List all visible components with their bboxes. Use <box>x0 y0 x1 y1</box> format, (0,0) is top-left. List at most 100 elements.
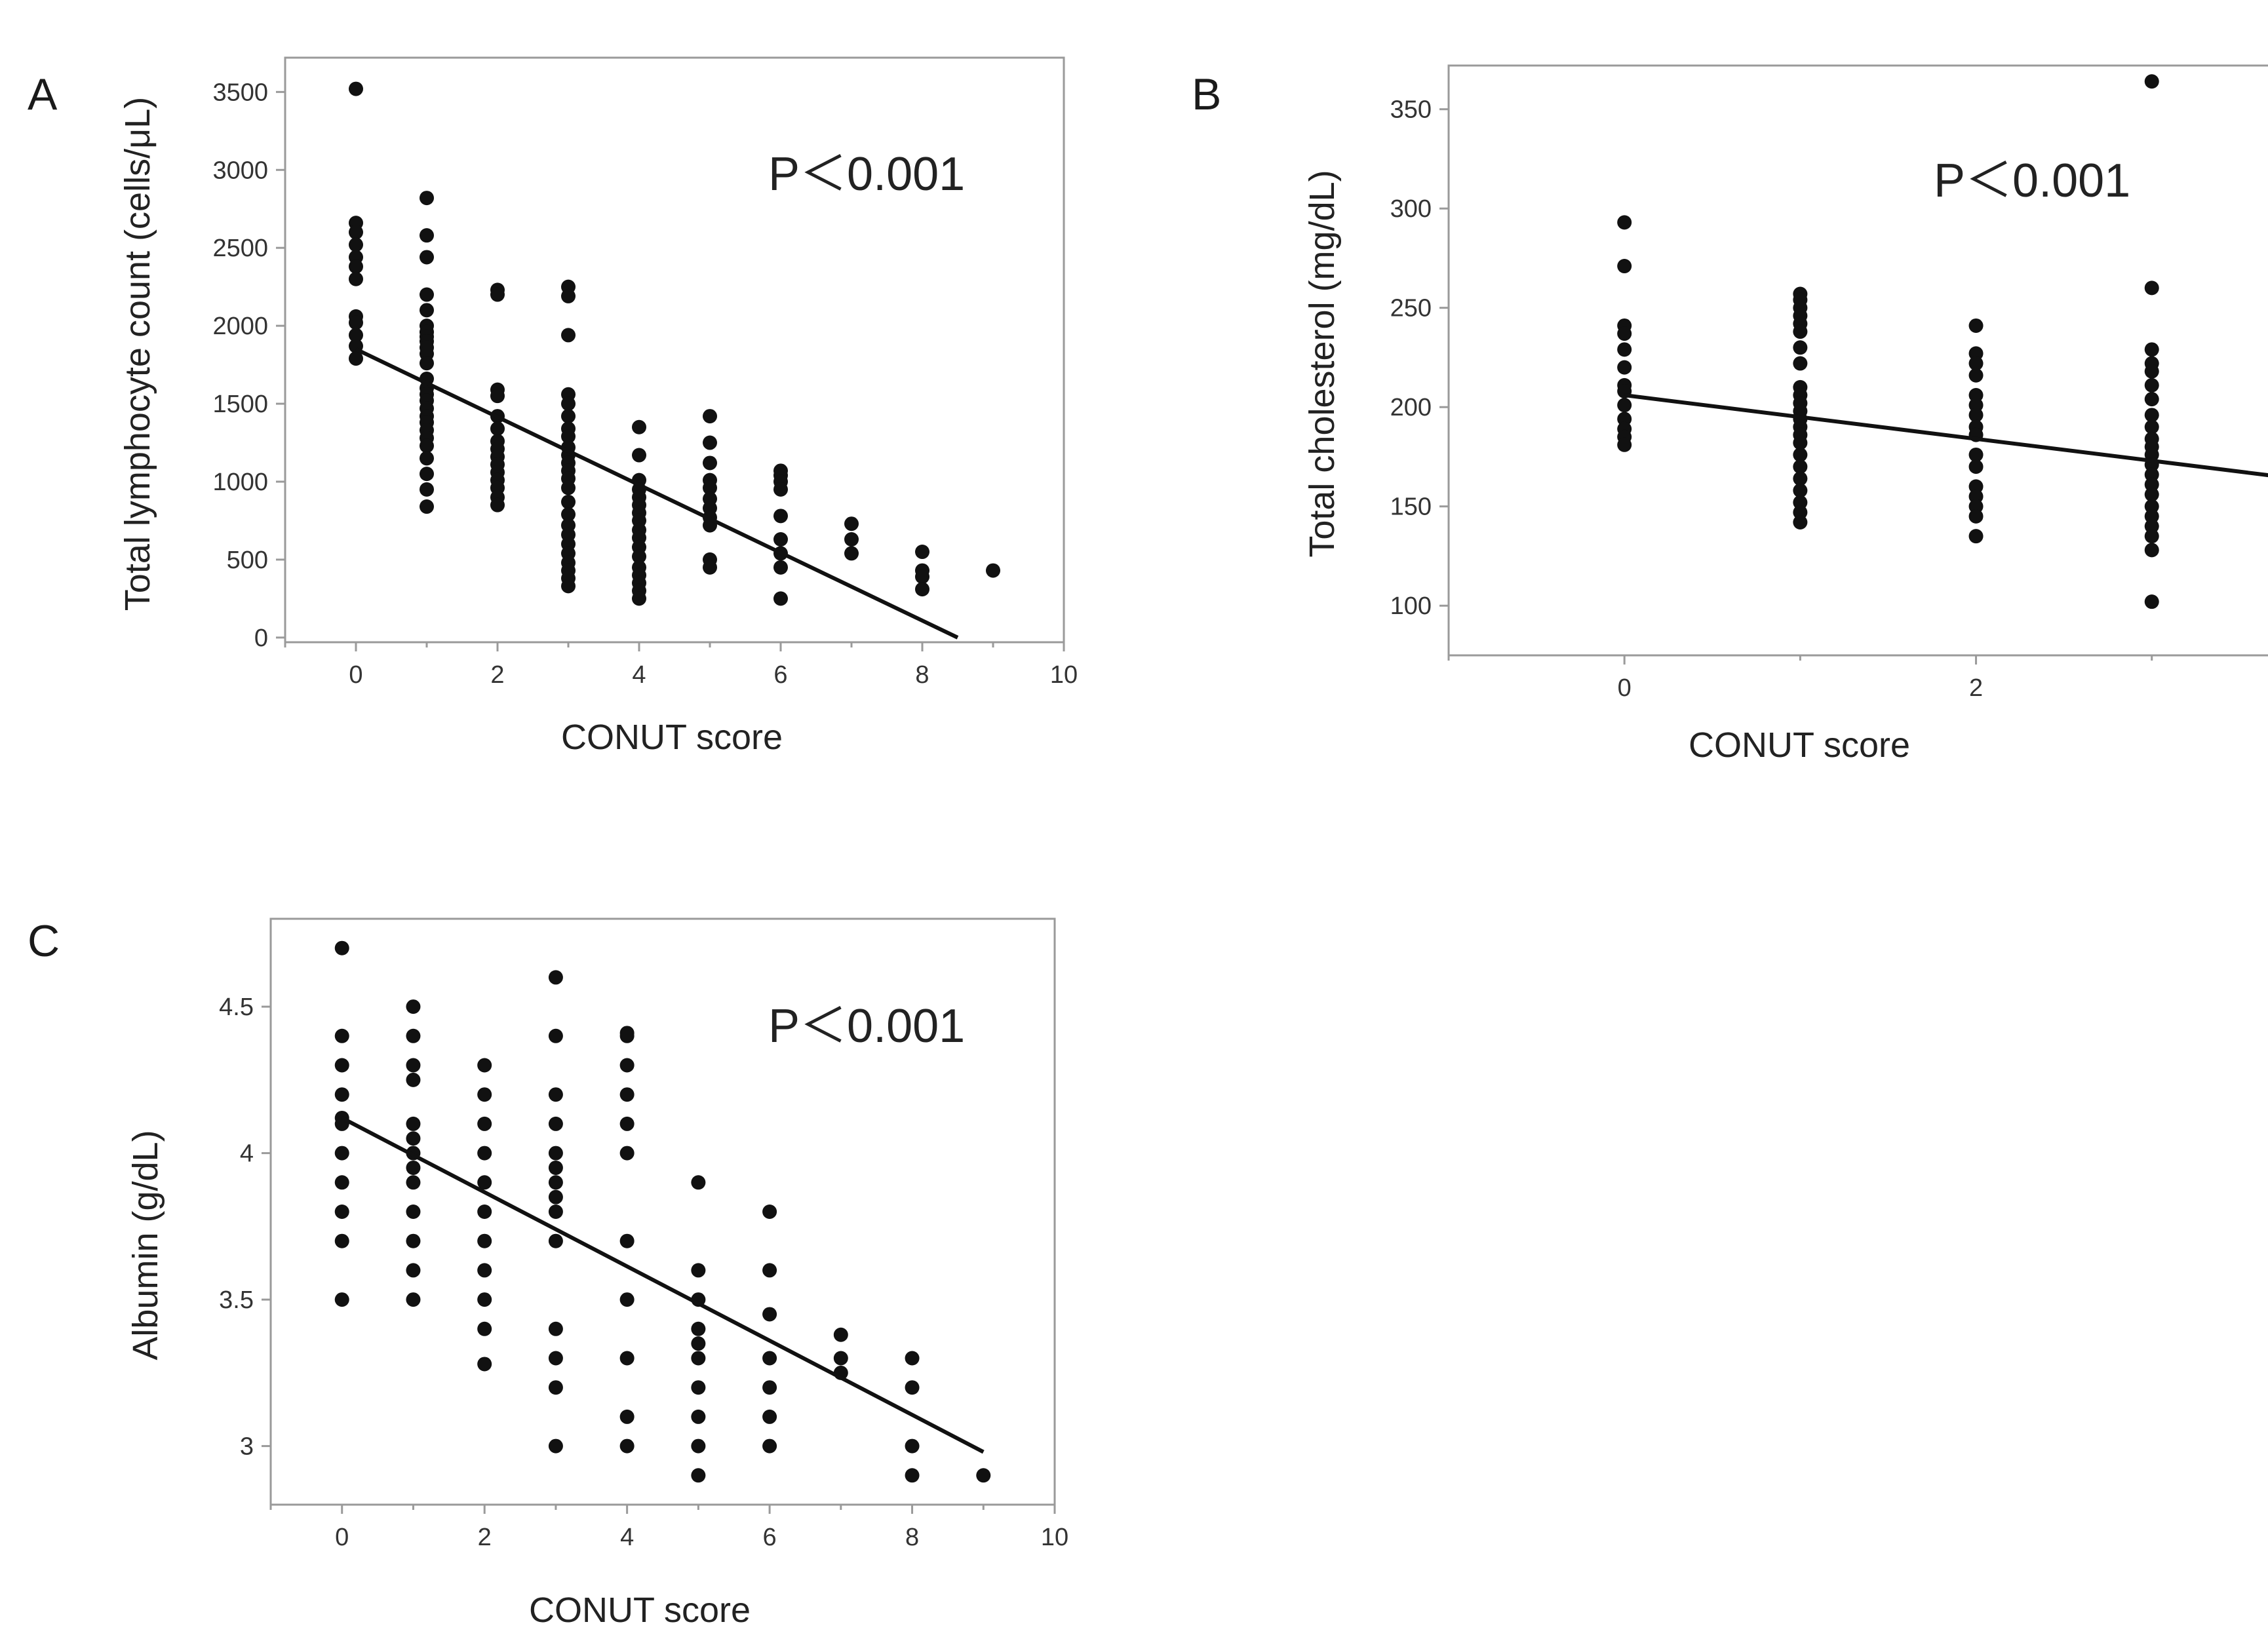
data-point-B <box>2144 377 2159 393</box>
y-tick-label-C: 3 <box>240 1433 254 1461</box>
data-point-C <box>334 1028 349 1043</box>
data-point-B <box>2144 543 2159 558</box>
data-point-A <box>349 259 363 274</box>
data-point-C <box>619 1028 635 1043</box>
data-point-B <box>2144 364 2159 379</box>
data-point-A <box>773 560 788 575</box>
x-tick-label-C: 10 <box>1041 1524 1068 1551</box>
data-point-A <box>632 448 646 463</box>
data-point-C <box>548 1146 563 1161</box>
x-tick-label-A: 8 <box>915 661 929 689</box>
p-value-annotation-B: P＜0.001 <box>1934 155 2130 207</box>
data-point-C <box>406 1058 421 1073</box>
panel-label-A: A <box>28 69 58 119</box>
data-point-B <box>2144 280 2159 296</box>
data-point-A <box>349 351 363 366</box>
y-tick-label-B: 200 <box>1390 394 1432 421</box>
y-axis-title-C: Albumin (g/dL) <box>126 1130 165 1360</box>
data-point-B <box>1617 398 1632 413</box>
data-point-C <box>406 1175 421 1190</box>
data-point-C <box>833 1351 848 1366</box>
data-point-C <box>477 1116 492 1131</box>
data-point-A <box>986 563 1000 578</box>
x-tick-label-C: 2 <box>478 1524 492 1551</box>
p-value-annotation-C: P＜0.001 <box>768 1000 965 1052</box>
data-point-A <box>773 532 788 547</box>
data-point-C <box>762 1307 777 1322</box>
y-tick-label-B: 250 <box>1390 295 1432 322</box>
data-point-B <box>1617 360 1632 375</box>
data-point-B <box>1968 408 1984 423</box>
data-point-B <box>2144 342 2159 357</box>
x-tick-label-B: 2 <box>1969 674 1983 702</box>
data-point-A <box>420 228 434 243</box>
x-tick-label-C: 4 <box>620 1524 634 1551</box>
data-point-C <box>548 1189 563 1205</box>
data-point-B <box>2144 392 2159 407</box>
data-point-C <box>762 1438 777 1454</box>
panel-label-C: C <box>28 916 60 966</box>
data-point-C <box>548 970 563 985</box>
data-point-A <box>915 545 929 560</box>
data-point-C <box>905 1468 920 1483</box>
data-point-C <box>406 1160 421 1175</box>
data-point-A <box>349 328 363 343</box>
data-point-A <box>490 389 505 404</box>
data-point-C <box>691 1336 706 1351</box>
y-tick-label-A: 3000 <box>212 157 268 184</box>
data-point-A <box>420 287 434 302</box>
data-point-C <box>762 1263 777 1278</box>
data-point-A <box>632 419 646 434</box>
data-point-C <box>548 1438 563 1454</box>
data-point-A <box>420 356 434 371</box>
data-point-C <box>406 1263 421 1278</box>
data-point-C <box>762 1409 777 1424</box>
data-point-A <box>420 482 434 497</box>
data-point-A <box>561 409 576 424</box>
data-point-C <box>406 999 421 1014</box>
data-point-C <box>619 1233 635 1248</box>
data-point-C <box>619 1438 635 1454</box>
y-tick-label-C: 4.5 <box>219 993 254 1021</box>
data-point-C <box>833 1327 848 1342</box>
data-point-A <box>420 303 434 318</box>
data-point-C <box>548 1233 563 1248</box>
data-point-B <box>1793 495 1808 510</box>
data-point-C <box>477 1357 492 1372</box>
x-tick-label-A: 6 <box>773 661 787 689</box>
data-point-C <box>477 1263 492 1278</box>
data-point-C <box>477 1233 492 1248</box>
data-point-C <box>548 1175 563 1190</box>
data-point-B <box>2144 467 2159 482</box>
data-point-C <box>477 1205 492 1219</box>
data-point-C <box>691 1351 706 1366</box>
y-tick-label-A: 2500 <box>212 235 268 262</box>
regression-line-B <box>1624 393 2268 478</box>
data-point-A <box>773 591 788 606</box>
data-point-A <box>561 328 576 343</box>
data-point-C <box>691 1321 706 1336</box>
data-point-A <box>703 560 717 575</box>
data-point-B <box>1968 509 1984 524</box>
data-point-C <box>548 1321 563 1336</box>
regression-line-C <box>341 1116 985 1454</box>
data-point-B <box>2144 499 2159 514</box>
data-point-B <box>1793 324 1808 339</box>
data-point-B <box>1968 346 1984 361</box>
data-point-B <box>2144 74 2159 89</box>
y-tick-label-A: 2000 <box>212 313 268 340</box>
data-point-B <box>2144 487 2159 502</box>
data-point-A <box>703 455 717 471</box>
y-tick-label-B: 150 <box>1390 493 1432 521</box>
data-point-C <box>619 1409 635 1424</box>
data-point-B <box>1968 447 1984 462</box>
data-point-B <box>1793 459 1808 474</box>
data-point-B <box>2144 419 2159 434</box>
data-point-C <box>619 1116 635 1131</box>
x-axis-title-B: CONUT score <box>1689 725 1910 765</box>
x-tick-label-C: 6 <box>763 1524 777 1551</box>
y-axis-title-A: Total lymphocyte count (cells/μL) <box>118 97 157 611</box>
x-axis-title-A: CONUT score <box>561 718 783 757</box>
data-point-C <box>334 1058 349 1073</box>
